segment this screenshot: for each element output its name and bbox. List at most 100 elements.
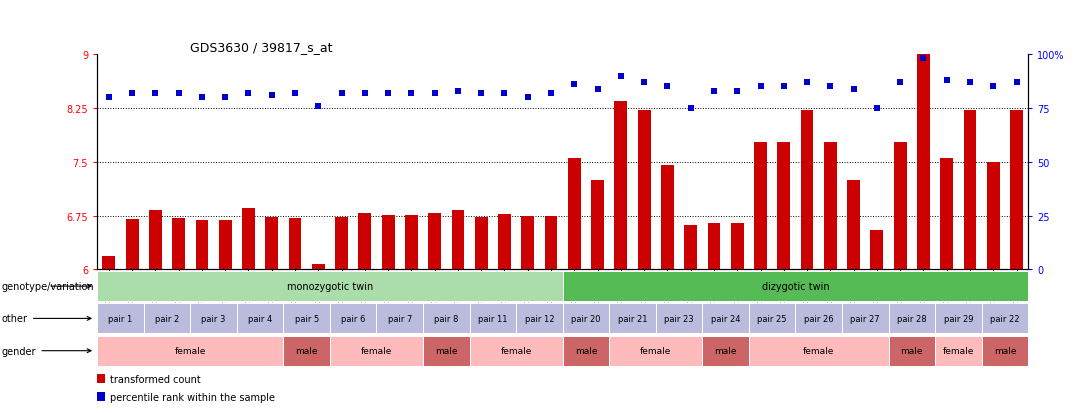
Point bbox=[1008, 80, 1025, 86]
Point bbox=[612, 73, 630, 80]
Point bbox=[705, 88, 723, 95]
Point bbox=[217, 95, 234, 101]
Text: pair 3: pair 3 bbox=[201, 314, 226, 323]
Bar bbox=[451, 210, 464, 270]
Text: pair 6: pair 6 bbox=[341, 314, 365, 323]
Bar bbox=[894, 142, 906, 270]
Bar bbox=[870, 230, 883, 270]
Bar bbox=[219, 220, 231, 270]
Text: GDS3630 / 39817_s_at: GDS3630 / 39817_s_at bbox=[190, 41, 333, 54]
Bar bbox=[656, 304, 702, 334]
Point bbox=[473, 90, 490, 97]
Text: female: female bbox=[943, 347, 974, 355]
Text: pair 21: pair 21 bbox=[618, 314, 647, 323]
Text: male: male bbox=[435, 347, 458, 355]
Text: pair 7: pair 7 bbox=[388, 314, 411, 323]
Bar bbox=[103, 257, 116, 270]
Bar bbox=[661, 166, 674, 270]
Bar bbox=[266, 217, 279, 270]
Text: female: female bbox=[361, 347, 392, 355]
Point bbox=[123, 90, 140, 97]
Bar bbox=[748, 304, 795, 334]
Bar bbox=[312, 264, 325, 270]
Text: pair 29: pair 29 bbox=[944, 314, 973, 323]
Text: pair 26: pair 26 bbox=[804, 314, 834, 323]
Bar bbox=[405, 215, 418, 270]
Text: pair 5: pair 5 bbox=[295, 314, 319, 323]
Bar bbox=[522, 217, 535, 270]
Point bbox=[939, 77, 956, 84]
Bar bbox=[330, 336, 423, 366]
Bar bbox=[615, 102, 627, 270]
Bar bbox=[795, 304, 842, 334]
Text: pair 24: pair 24 bbox=[711, 314, 741, 323]
Bar bbox=[1010, 111, 1023, 270]
Bar bbox=[335, 217, 348, 270]
Point bbox=[426, 90, 443, 97]
Point bbox=[985, 84, 1002, 90]
Bar bbox=[172, 219, 185, 270]
Bar bbox=[288, 218, 301, 270]
Bar bbox=[889, 336, 935, 366]
Bar bbox=[842, 304, 889, 334]
Bar bbox=[97, 374, 106, 383]
Bar bbox=[702, 304, 748, 334]
Point bbox=[845, 86, 862, 93]
Text: male: male bbox=[714, 347, 737, 355]
Text: pair 27: pair 27 bbox=[850, 314, 880, 323]
Bar bbox=[982, 336, 1028, 366]
Text: pair 12: pair 12 bbox=[525, 314, 554, 323]
Bar bbox=[97, 336, 283, 366]
Point bbox=[822, 84, 839, 90]
Point bbox=[147, 90, 164, 97]
Point bbox=[635, 80, 652, 86]
Text: pair 22: pair 22 bbox=[990, 314, 1020, 323]
Bar bbox=[475, 217, 488, 270]
Point bbox=[449, 88, 467, 95]
Bar bbox=[563, 304, 609, 334]
Bar bbox=[498, 215, 511, 270]
Text: gender: gender bbox=[2, 346, 91, 356]
Point bbox=[403, 90, 420, 97]
Bar bbox=[377, 304, 423, 334]
Point bbox=[379, 90, 396, 97]
Bar bbox=[935, 304, 982, 334]
Bar bbox=[568, 159, 581, 270]
Point bbox=[868, 105, 886, 112]
Point bbox=[542, 90, 559, 97]
Bar bbox=[283, 336, 330, 366]
Point bbox=[496, 90, 513, 97]
Point bbox=[752, 84, 769, 90]
Bar bbox=[917, 55, 930, 270]
Bar bbox=[707, 223, 720, 270]
Bar bbox=[125, 220, 138, 270]
Bar bbox=[731, 223, 744, 270]
Bar bbox=[754, 142, 767, 270]
Bar bbox=[685, 225, 697, 270]
Bar bbox=[963, 111, 976, 270]
Text: dizygotic twin: dizygotic twin bbox=[761, 281, 829, 292]
Bar bbox=[97, 272, 563, 301]
Point bbox=[170, 90, 187, 97]
Point bbox=[100, 95, 118, 101]
Bar bbox=[195, 220, 208, 270]
Bar bbox=[381, 215, 394, 270]
Bar bbox=[935, 336, 982, 366]
Bar bbox=[591, 180, 604, 270]
Point bbox=[729, 88, 746, 95]
Bar bbox=[609, 304, 656, 334]
Text: other: other bbox=[2, 313, 91, 324]
Bar bbox=[982, 304, 1028, 334]
Bar bbox=[824, 142, 837, 270]
Point bbox=[264, 93, 281, 99]
Bar bbox=[470, 336, 563, 366]
Bar bbox=[359, 214, 372, 270]
Bar bbox=[423, 304, 470, 334]
Bar bbox=[987, 162, 1000, 270]
Bar bbox=[470, 304, 516, 334]
Text: pair 20: pair 20 bbox=[571, 314, 600, 323]
Point bbox=[356, 90, 374, 97]
Text: genotype/variation: genotype/variation bbox=[2, 281, 95, 292]
Text: female: female bbox=[640, 347, 672, 355]
Bar bbox=[889, 304, 935, 334]
